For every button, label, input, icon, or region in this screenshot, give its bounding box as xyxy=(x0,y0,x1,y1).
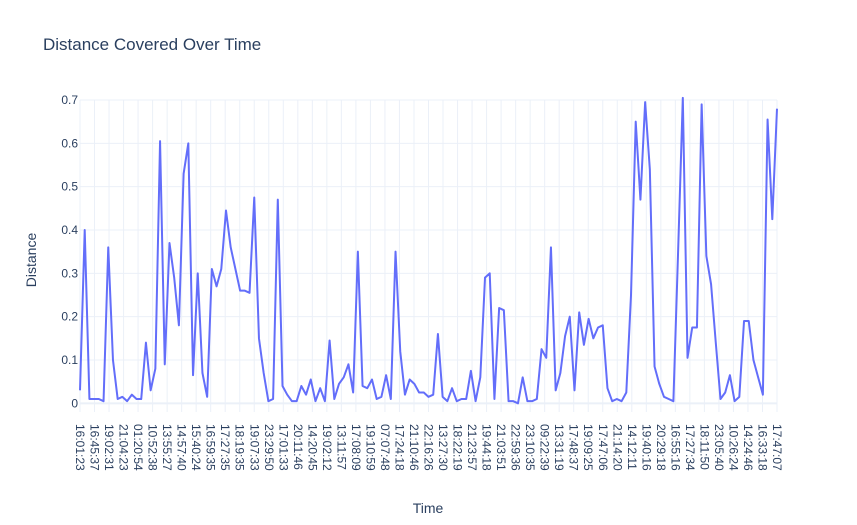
x-tick-label: 10:52:38 xyxy=(146,424,160,471)
x-tick-label: 17:48:37 xyxy=(567,424,581,471)
x-tick-label: 17:24:18 xyxy=(392,424,406,471)
x-tick-label: 13:11:57 xyxy=(334,424,348,470)
x-tick-label: 22:59:36 xyxy=(509,424,523,471)
x-tick-label: 17:47:06 xyxy=(596,424,610,471)
x-tick-label: 13:27:30 xyxy=(436,424,450,471)
y-tick-label: 0 xyxy=(71,396,78,410)
x-tick-label: 21:14:20 xyxy=(610,424,624,471)
x-tick-label: 14:24:46 xyxy=(741,424,755,471)
x-tick-label: 19:44:18 xyxy=(480,424,494,471)
x-tick-label: 14:20:45 xyxy=(305,424,319,471)
x-tick-label: 13:55:27 xyxy=(160,424,174,471)
y-tick-label: 0.6 xyxy=(61,136,78,150)
y-tick-label: 0.5 xyxy=(61,180,78,194)
x-tick-label: 19:10:59 xyxy=(363,424,377,471)
x-tick-label: 16:01:23 xyxy=(73,424,87,471)
x-tick-label: 19:02:12 xyxy=(320,424,334,471)
y-tick-label: 0.7 xyxy=(61,93,78,107)
x-tick-label: 16:33:18 xyxy=(755,424,769,471)
x-tick-label: 20:11:46 xyxy=(291,424,305,470)
series-layer xyxy=(79,96,778,405)
x-tick-label: 01:20:54 xyxy=(131,424,145,471)
x-axis-title: Time xyxy=(413,500,444,516)
y-axis-title: Distance xyxy=(23,233,39,288)
y-tick-label: 0.2 xyxy=(61,310,78,324)
x-tick-label: 09:22:39 xyxy=(538,424,552,471)
x-tick-label: 16:59:35 xyxy=(204,424,218,471)
x-tick-label: 23:29:50 xyxy=(262,424,276,471)
y-axis-ticks: 0 0.1 0.2 0.3 0.4 0.5 0.6 0.7 xyxy=(61,93,78,410)
y-tick-label: 0.1 xyxy=(61,353,78,367)
x-tick-label: 17:08:09 xyxy=(349,424,363,471)
chart-title: Distance Covered Over Time xyxy=(43,35,261,54)
x-tick-label: 07:07:48 xyxy=(378,424,392,471)
x-tick-label: 14:57:40 xyxy=(175,424,189,471)
x-tick-label: 18:11:50 xyxy=(697,424,711,470)
x-tick-label: 16:45:37 xyxy=(88,424,102,471)
x-tick-label: 23:05:40 xyxy=(712,424,726,471)
x-tick-label: 17:27:34 xyxy=(683,424,697,471)
x-tick-label: 21:23:57 xyxy=(465,424,479,471)
x-tick-label: 19:09:25 xyxy=(581,424,595,471)
y-tick-label: 0.3 xyxy=(61,266,78,280)
x-tick-label: 15:40:24 xyxy=(189,424,203,471)
x-tick-label: 20:29:18 xyxy=(654,424,668,471)
y-tick-label: 0.4 xyxy=(61,223,78,237)
gridlines xyxy=(79,99,778,412)
x-tick-label: 17:27:35 xyxy=(218,424,232,471)
x-tick-label: 21:10:46 xyxy=(407,424,421,471)
x-tick-label: 22:16:26 xyxy=(422,424,436,471)
x-tick-label: 17:47:07 xyxy=(770,424,784,471)
x-tick-label: 21:03:51 xyxy=(494,424,508,471)
x-tick-label: 10:26:24 xyxy=(726,424,740,471)
x-tick-label: 14:12:11 xyxy=(625,424,639,470)
x-tick-label: 23:10:35 xyxy=(523,424,537,471)
x-tick-label: 18:19:35 xyxy=(233,424,247,471)
x-axis-ticks: 16:01:23 16:45:37 19:02:31 21:04:23 01:20:54… xyxy=(73,424,784,471)
x-tick-label: 19:02:31 xyxy=(102,424,116,471)
x-tick-label: 18:22:19 xyxy=(451,424,465,471)
x-tick-label: 16:55:16 xyxy=(668,424,682,471)
x-tick-label: 21:04:23 xyxy=(117,424,131,471)
x-tick-label: 13:31:19 xyxy=(552,424,566,471)
x-tick-label: 19:07:33 xyxy=(247,424,261,471)
x-tick-label: 17:01:33 xyxy=(276,424,290,471)
x-tick-label: 19:40:16 xyxy=(639,424,653,471)
series-line-distance xyxy=(79,96,778,405)
